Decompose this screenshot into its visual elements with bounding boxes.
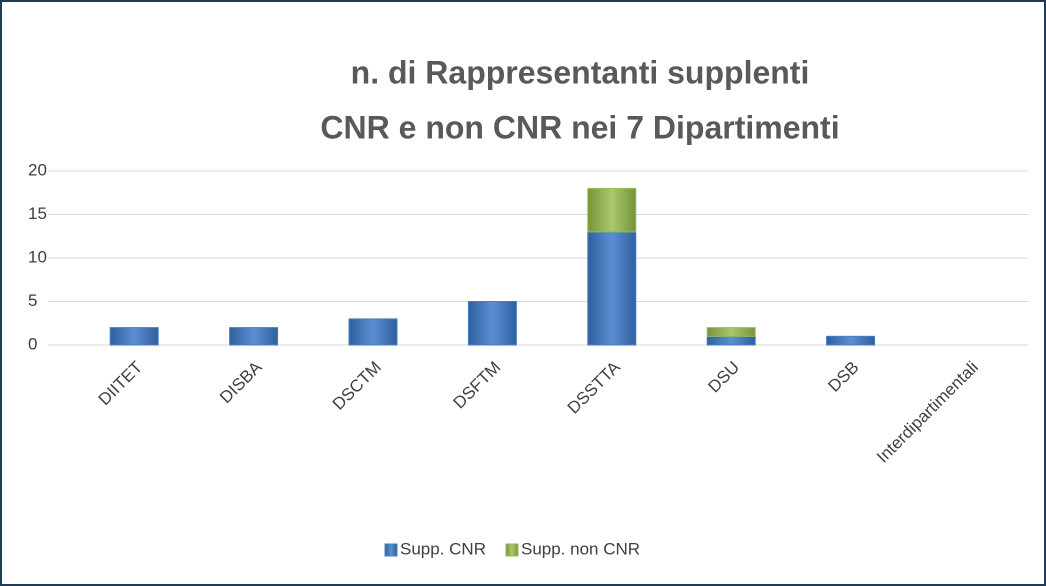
bar	[587, 231, 637, 346]
bar	[587, 187, 637, 233]
bar	[706, 327, 756, 337]
chart-title: CNR e non CNR nei 7 Dipartimenti	[320, 109, 839, 145]
y-tick-label: 0	[28, 334, 37, 353]
bar	[109, 327, 159, 346]
chart-title: n. di Rappresentanti supplenti	[351, 54, 810, 90]
legend-swatch	[505, 543, 519, 557]
y-tick-label: 15	[28, 204, 47, 223]
bar	[467, 301, 517, 346]
bar	[826, 335, 876, 346]
y-tick-label: 10	[28, 247, 47, 266]
bar	[348, 318, 398, 346]
legend-label: Supp. CNR	[400, 539, 486, 558]
y-tick-label: 5	[28, 291, 37, 310]
legend-label: Supp. non CNR	[521, 539, 640, 558]
legend-swatch	[384, 543, 398, 557]
y-tick-label: 20	[28, 160, 47, 179]
bar	[229, 327, 279, 346]
bar	[706, 335, 756, 346]
